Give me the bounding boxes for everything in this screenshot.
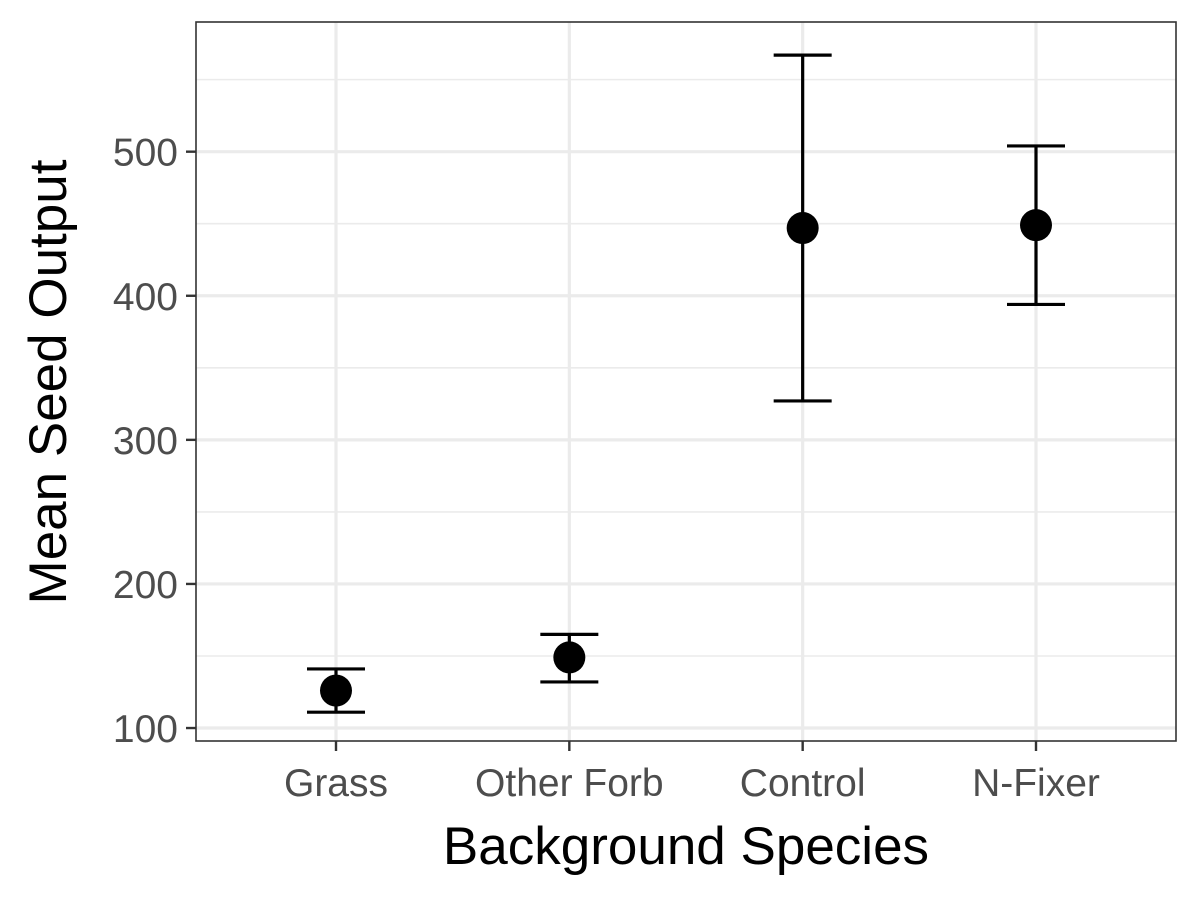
- y-tick-label: 100: [113, 708, 178, 751]
- y-tick-label: 400: [113, 276, 178, 319]
- y-axis-title: Mean Seed Output: [19, 159, 78, 604]
- plot-panel-border: [195, 21, 1177, 742]
- x-tick-label: Grass: [284, 762, 388, 805]
- y-axis-ticks: 100 200 300 400 500: [113, 132, 196, 751]
- y-tick-label: 200: [113, 564, 178, 607]
- data-point: [320, 674, 352, 707]
- data-point: [786, 212, 819, 245]
- x-tick-label: Other Forb: [475, 762, 664, 805]
- x-axis-title: Background Species: [443, 817, 929, 876]
- data-points: [320, 209, 1052, 707]
- data-point: [553, 641, 586, 674]
- plot-panel-background: [196, 22, 1176, 741]
- data-point: [1020, 209, 1052, 242]
- x-tick-label: N-Fixer: [972, 762, 1100, 805]
- x-tick-label: Control: [740, 762, 866, 805]
- minor-gridlines: [196, 78, 1176, 657]
- y-tick-label: 500: [113, 132, 178, 175]
- y-tick-label: 300: [113, 420, 178, 463]
- x-axis-ticks: Grass Other Forb Control N-Fixer: [284, 741, 1100, 805]
